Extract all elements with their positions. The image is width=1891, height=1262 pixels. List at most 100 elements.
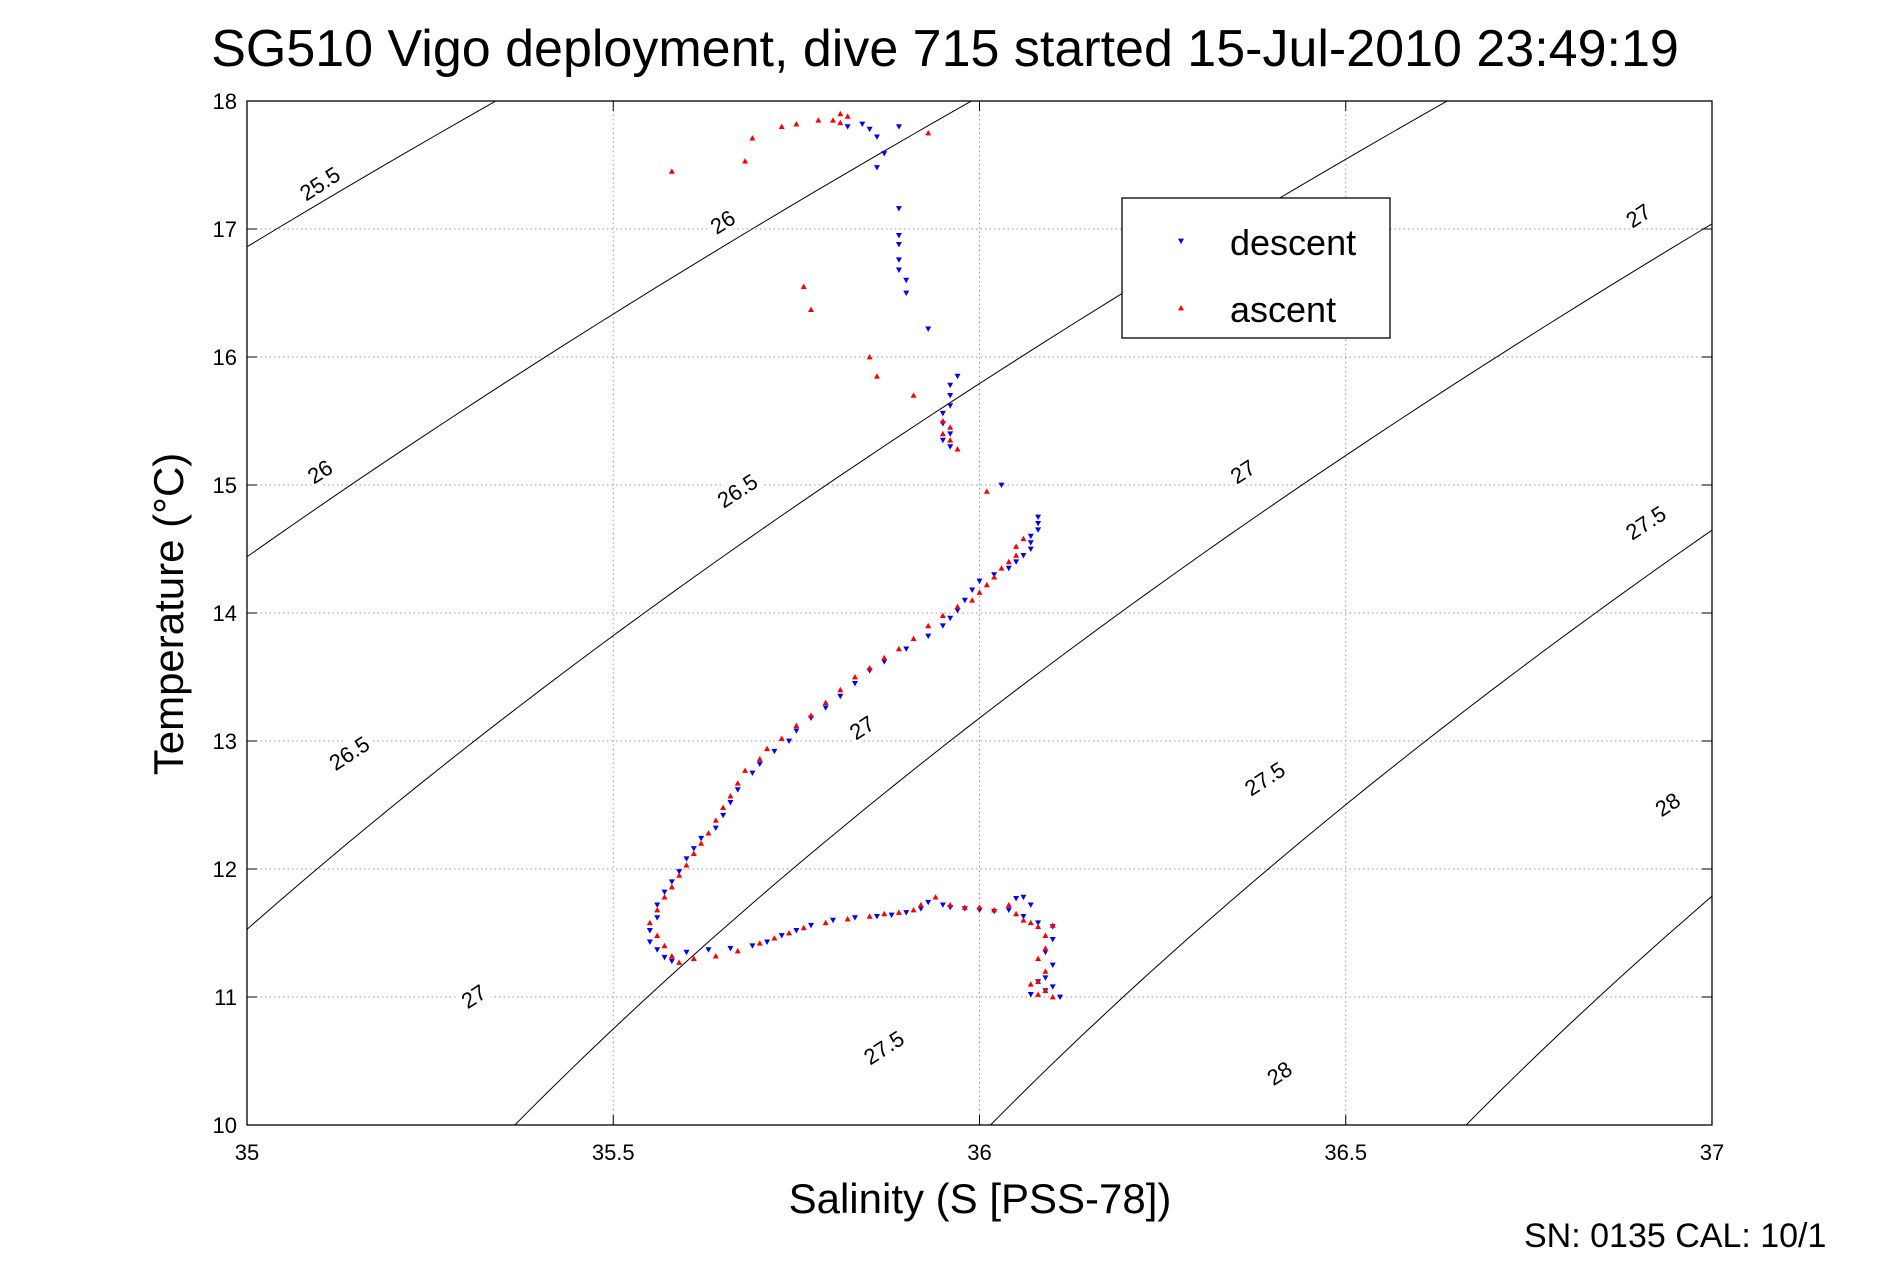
ascent-point xyxy=(939,418,946,424)
descent-point xyxy=(925,633,932,640)
svg-text:27: 27 xyxy=(457,979,491,1013)
ascent-point xyxy=(925,130,932,136)
isopycnal-label: 28 xyxy=(1260,1055,1298,1091)
ascent-point xyxy=(793,722,800,729)
ascent-point xyxy=(910,392,917,398)
ascent-point xyxy=(1042,945,1049,951)
isopycnal-label: 27.5 xyxy=(1237,754,1293,803)
descent-point xyxy=(903,290,910,296)
isopycnal-label: 26 xyxy=(704,204,741,240)
descent-point xyxy=(859,121,866,128)
ascent-point xyxy=(1020,535,1027,542)
descent-point xyxy=(866,126,873,133)
descent-point xyxy=(1042,949,1049,956)
descent-point xyxy=(712,825,719,832)
ascent-point xyxy=(1013,910,1020,917)
ascent-point xyxy=(1035,955,1042,961)
descent-point xyxy=(837,693,844,700)
isopycnal-label: 27.5 xyxy=(1618,498,1674,547)
ascent-point xyxy=(661,894,668,900)
isopycnal-label: 26.5 xyxy=(321,729,377,777)
ascent-point xyxy=(676,959,683,965)
ascent-point xyxy=(881,910,888,917)
y-tick-label: 11 xyxy=(214,985,237,1010)
descent-point xyxy=(734,787,741,793)
descent-point xyxy=(1020,894,1027,901)
descent-point xyxy=(895,267,902,273)
descent-point xyxy=(771,748,778,755)
ascent-point xyxy=(947,424,954,430)
legend-marker xyxy=(1178,238,1184,244)
isopycnal-label: 27.5 xyxy=(856,1023,912,1072)
descent-point xyxy=(808,922,815,929)
ascent-point xyxy=(976,904,983,910)
descent-point xyxy=(939,623,946,629)
ascent-point xyxy=(895,645,902,652)
x-tick-label: 35.5 xyxy=(592,1140,635,1165)
ascent-point xyxy=(983,581,990,588)
isopycnal-label: 26 xyxy=(301,453,339,490)
x-tick-label: 37 xyxy=(1700,1140,1724,1165)
descent-point xyxy=(873,165,880,171)
ascent-point xyxy=(734,780,741,786)
isopycnal-label: 27 xyxy=(455,978,492,1014)
ascent-point xyxy=(720,804,727,810)
descent-point xyxy=(881,151,888,157)
legend-marker xyxy=(1178,305,1184,311)
ascent-point xyxy=(1042,932,1049,938)
ascent-point xyxy=(668,883,675,890)
descent-point xyxy=(925,326,932,332)
ascent-point xyxy=(910,635,917,641)
descent-point xyxy=(1042,975,1049,981)
y-tick-label: 12 xyxy=(213,857,237,882)
descent-point xyxy=(961,597,968,604)
descent-point xyxy=(888,912,895,919)
legend: descent ascent xyxy=(1121,197,1391,339)
descent-point xyxy=(654,902,661,908)
ascent-point xyxy=(668,953,675,959)
ascent-point xyxy=(822,699,829,705)
ascent-point xyxy=(954,603,961,609)
descent-point xyxy=(1027,533,1034,540)
ascent-point xyxy=(1013,552,1020,558)
descent-point xyxy=(1027,902,1034,908)
descent-point xyxy=(1049,984,1056,990)
descent-point xyxy=(895,241,902,248)
ascent-point xyxy=(866,913,873,919)
grid xyxy=(246,100,1713,1126)
ascent-point xyxy=(991,574,998,580)
y-tick-label: 15 xyxy=(213,473,237,498)
ascent-point xyxy=(837,110,844,117)
y-tick-label: 10 xyxy=(213,1113,237,1138)
ascent-point xyxy=(668,168,675,174)
ascent-point xyxy=(954,446,961,452)
descent-point xyxy=(1035,527,1042,533)
descent-point xyxy=(895,233,902,239)
isopycnal-label: 27 xyxy=(1224,453,1261,490)
descent-point xyxy=(646,928,653,934)
descent-point xyxy=(668,958,675,965)
svg-text:26: 26 xyxy=(303,455,337,489)
svg-text:27: 27 xyxy=(1621,199,1655,233)
ascent-point xyxy=(844,915,851,922)
descent-point xyxy=(822,705,829,711)
ascent-point xyxy=(1027,919,1034,926)
legend-marker-descent xyxy=(1178,238,1184,244)
x-tick-label: 36.5 xyxy=(1324,1140,1367,1165)
descent-point xyxy=(947,403,954,409)
calibration-footer: SN: 0135 CAL: 10/1 xyxy=(1524,1217,1826,1255)
ascent-point xyxy=(998,565,1005,571)
axis-ticks: 35 35.5 36 36.5 37 10 11 12 13 14 15 16 17 18 xyxy=(213,89,1725,1165)
ascent-point xyxy=(1013,543,1020,549)
isopycnal-label: 25.5 xyxy=(292,159,348,208)
svg-text:26: 26 xyxy=(706,205,740,239)
ascent-point xyxy=(742,158,749,164)
ascent-point xyxy=(837,686,844,693)
descent-point xyxy=(851,915,858,921)
ascent-point xyxy=(939,612,946,618)
descent-point xyxy=(1005,907,1012,913)
descent-point xyxy=(756,761,763,768)
descent-point xyxy=(917,906,924,912)
legend-label-ascent: ascent xyxy=(1230,289,1336,330)
ascent-point xyxy=(808,306,815,313)
